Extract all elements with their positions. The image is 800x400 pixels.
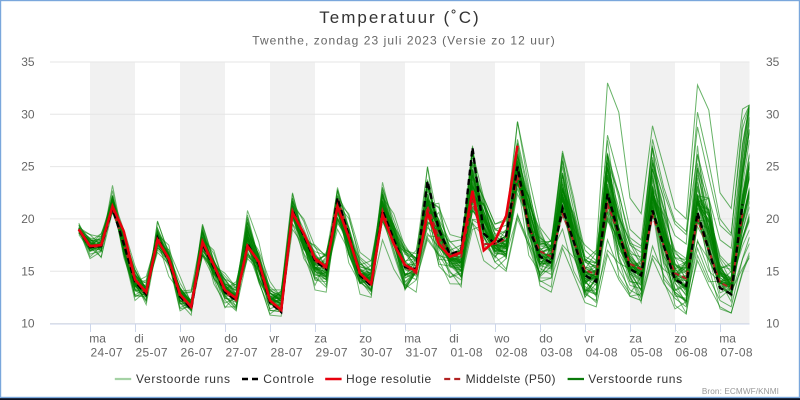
svg-text:zo: zo [359,331,372,345]
svg-text:Twenthe, zondag 23 juli 2023 (: Twenthe, zondag 23 juli 2023 (Versie zo … [252,33,556,47]
svg-text:Controle: Controle [263,372,315,386]
svg-text:do: do [539,331,553,345]
svg-text:05-08: 05-08 [631,345,663,359]
svg-text:25: 25 [21,160,35,174]
svg-text:20: 20 [766,212,780,226]
svg-text:04-08: 04-08 [586,345,618,359]
svg-text:03-08: 03-08 [541,345,573,359]
svg-text:26-07: 26-07 [181,345,213,359]
svg-text:Verstoorde runs: Verstoorde runs [136,372,231,386]
svg-text:ma: ma [719,331,736,345]
svg-text:30: 30 [766,107,780,121]
svg-text:Verstoorde runs: Verstoorde runs [588,372,683,386]
svg-text:35: 35 [766,55,780,69]
svg-text:30: 30 [21,107,35,121]
svg-text:30-07: 30-07 [361,345,393,359]
svg-text:28-07: 28-07 [271,345,303,359]
svg-text:01-08: 01-08 [451,345,483,359]
svg-text:Middelste (P50): Middelste (P50) [466,372,556,386]
svg-text:06-08: 06-08 [676,345,708,359]
svg-text:Temperatuur (˚C): Temperatuur (˚C) [319,8,480,27]
svg-text:25: 25 [766,160,780,174]
svg-text:10: 10 [766,317,780,331]
svg-text:wo: wo [493,331,510,345]
svg-text:Bron: ECMWF/KNMI: Bron: ECMWF/KNMI [702,387,779,396]
svg-text:31-07: 31-07 [406,345,438,359]
svg-text:29-07: 29-07 [316,345,348,359]
svg-text:20: 20 [21,212,35,226]
svg-text:vr: vr [584,331,594,345]
svg-text:ma: ma [404,331,421,345]
svg-text:15: 15 [766,264,780,278]
svg-text:15: 15 [21,264,35,278]
svg-text:24-07: 24-07 [91,345,123,359]
svg-text:ma: ma [89,331,106,345]
svg-text:zo: zo [674,331,687,345]
svg-text:wo: wo [178,331,195,345]
svg-text:do: do [224,331,238,345]
svg-text:di: di [449,331,458,345]
svg-text:25-07: 25-07 [136,345,168,359]
svg-text:Hoge resolutie: Hoge resolutie [346,372,432,386]
svg-text:di: di [134,331,143,345]
svg-text:07-08: 07-08 [721,345,753,359]
svg-text:za: za [314,331,327,345]
svg-text:02-08: 02-08 [496,345,528,359]
svg-text:27-07: 27-07 [226,345,258,359]
svg-text:35: 35 [21,55,35,69]
svg-text:10: 10 [21,317,35,331]
svg-text:za: za [629,331,642,345]
svg-text:vr: vr [269,331,279,345]
